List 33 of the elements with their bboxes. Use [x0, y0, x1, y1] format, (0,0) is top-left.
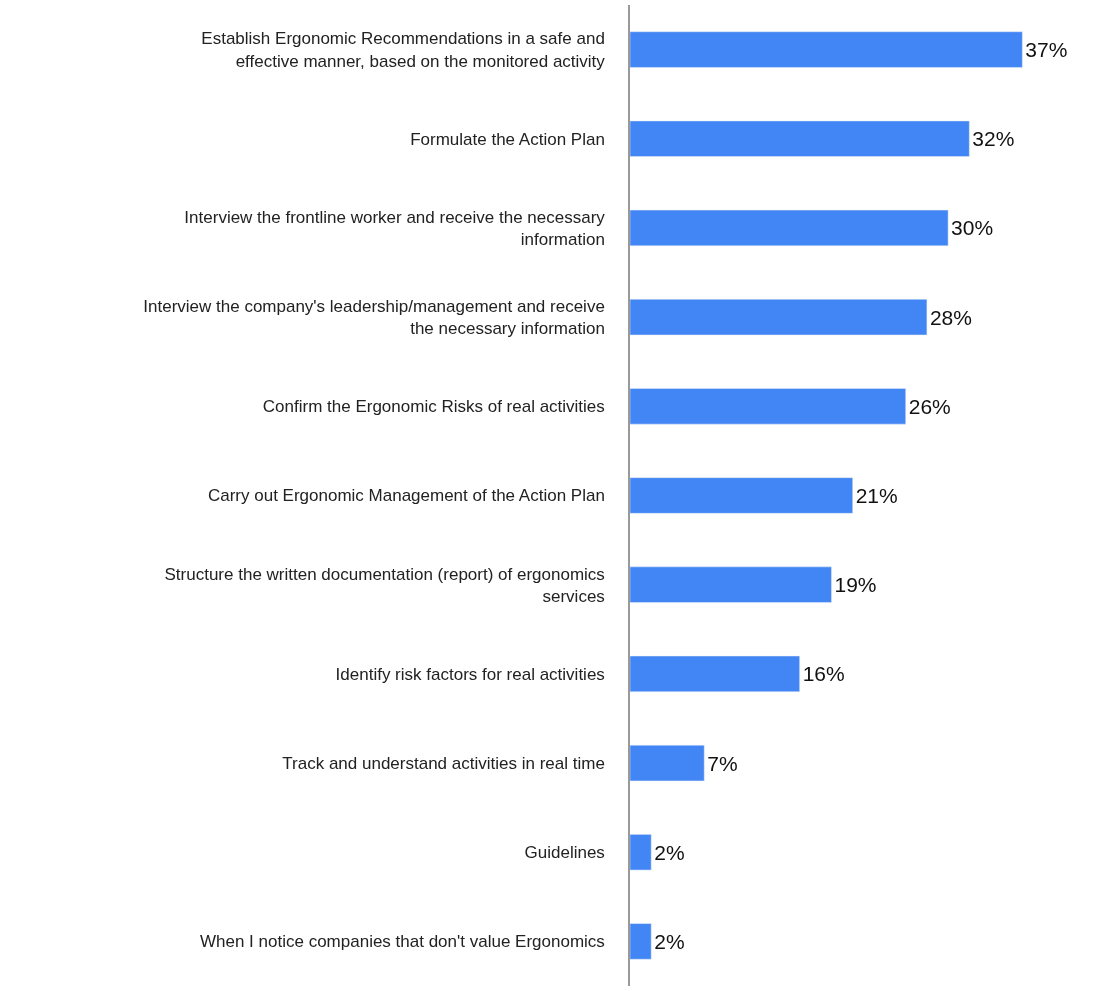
y-tick-label: Formulate the Action Plan [410, 129, 605, 149]
bar [630, 566, 832, 603]
data-label: 21% [855, 484, 898, 507]
data-label: 26% [908, 394, 951, 418]
y-tick-label: Confirm the Ergonomic Risks of real activities [262, 397, 605, 417]
y-tick-label: Guidelines [524, 843, 605, 863]
data-label: 7% [707, 751, 738, 775]
bar [630, 120, 970, 157]
y-tick-label: Structure the written documentation (report) of ergonomics services [164, 564, 605, 606]
y-tick-label: Interview the company's leadership/management and receive the necessary information [143, 297, 605, 339]
data-label: 2% [654, 929, 685, 953]
bar [630, 477, 853, 514]
y-tick-label: When I notice companies that don't value Ergonomics [199, 932, 605, 952]
y-tick-label: Establish Ergonomic Recommendations in a safe and effective manner, based on the monitored activity [201, 29, 606, 71]
y-tick-label: Carry out Ergonomic Management of the Action Plan [207, 486, 605, 506]
bar [630, 209, 949, 247]
data-label: 32% [972, 127, 1015, 151]
bar [630, 834, 652, 871]
bar [630, 923, 652, 960]
y-tick-label: Interview the frontline worker and receive the necessary information [184, 207, 606, 249]
data-label: 28% [929, 305, 972, 329]
bar [630, 655, 800, 692]
data-label: 19% [834, 573, 877, 597]
y-tick-label: Identify risk factors for real activities [335, 664, 605, 684]
bar [630, 388, 906, 425]
bar [630, 299, 928, 336]
data-label: 37% [1025, 38, 1068, 62]
bar [630, 31, 1023, 68]
y-tick-label: Track and understand activities in real time [282, 754, 605, 773]
data-label: 2% [654, 840, 685, 864]
bar [630, 744, 705, 782]
data-label: 16% [802, 662, 845, 686]
data-label: 30% [951, 216, 994, 240]
